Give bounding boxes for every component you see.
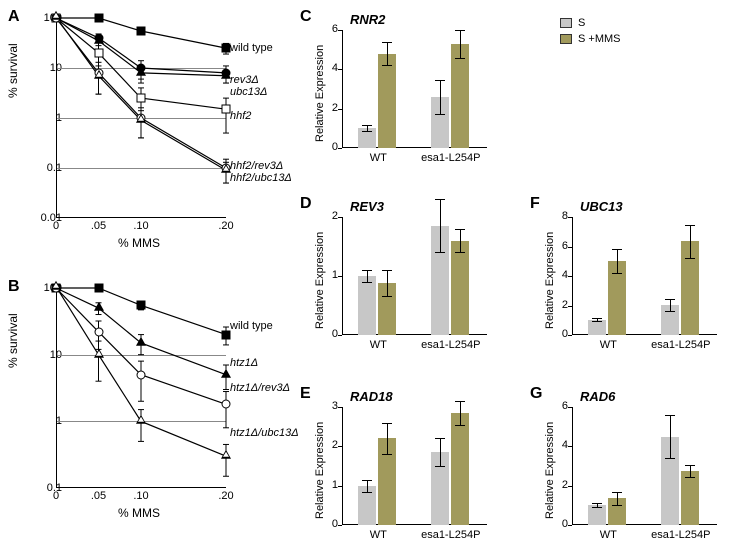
y-tick: 0 [548,518,568,530]
y-axis-label: Relative Expression [544,232,556,329]
series-label: rev3Δ [230,74,259,86]
panel-G: GRAD60246Relative ExpressionWTesa1-L254P [530,385,735,550]
y-tick: 8 [548,210,568,222]
panel-F: FUBC1302468Relative ExpressionWTesa1-L25… [530,195,735,360]
marker [94,48,103,57]
marker [51,11,61,20]
panel-label: E [300,385,311,403]
x-tick: esa1-L254P [416,529,486,541]
series-lines [56,288,226,488]
marker [136,337,146,346]
y-axis-label: % survival [6,43,20,98]
y-tick: 0 [548,328,568,340]
panel-label: B [8,278,20,296]
legend-label-s: S [578,17,585,29]
x-tick: 0 [44,490,68,502]
series-label: hhf2/rev3Δ [230,160,283,172]
marker [137,301,146,310]
marker [136,67,146,76]
x-axis-label: % MMS [118,236,160,250]
y-tick: 6 [548,400,568,412]
y-axis-label: Relative Expression [544,422,556,519]
marker [94,34,104,43]
series-label: htz1Δ [230,357,258,369]
x-axis-label: % MMS [118,506,160,520]
x-tick: .05 [87,490,111,502]
y-axis-label: Relative Expression [314,422,326,519]
x-tick: esa1-L254P [646,529,716,541]
marker [136,114,146,123]
x-tick: esa1-L254P [416,339,486,351]
series-label: htz1Δ/ubc13Δ [230,427,299,439]
series-label: hhf2 [230,110,251,122]
bar-smms [451,44,469,148]
bar-smms [378,54,396,148]
panel-E: ERAD180123Relative ExpressionWTesa1-L254… [300,385,505,550]
marker [221,69,231,78]
y-tick: 3 [318,400,338,412]
x-tick: 0 [44,220,68,232]
marker [94,14,103,23]
legend-swatch-smms [560,34,572,44]
series-label: wild type [230,42,273,54]
series-label: wild type [230,320,273,332]
x-tick: .10 [129,220,153,232]
x-tick: .20 [214,220,238,232]
y-tick: 6 [318,23,338,35]
marker [136,415,146,424]
series-label: htz1Δ/rev3Δ [230,382,290,394]
x-tick: .05 [87,220,111,232]
x-tick: .20 [214,490,238,502]
marker [94,284,103,293]
legend-label-smms: S +MMS [578,33,620,45]
marker [137,370,146,379]
marker [94,302,104,311]
marker [94,69,104,78]
y-tick: 0 [318,328,338,340]
marker [137,94,146,103]
marker [94,327,103,336]
series-label: ubc13Δ [230,86,267,98]
legend-swatch-s [560,18,572,28]
panel-label: G [530,385,542,403]
panel-D: DREV3012Relative ExpressionWTesa1-L254P [300,195,505,360]
gene-title: UBC13 [580,199,623,214]
panel-label: F [530,195,540,213]
bar-smms [681,471,699,525]
marker [51,280,61,289]
y-tick: 2 [318,210,338,222]
x-tick: esa1-L254P [646,339,716,351]
panel-label: A [8,8,20,26]
x-tick: WT [343,529,413,541]
x-tick: esa1-L254P [416,152,486,164]
panel-label: D [300,195,312,213]
series-label: hhf2/ubc13Δ [230,172,292,184]
gene-title: REV3 [350,199,384,214]
gene-title: RNR2 [350,12,385,27]
bar-smms [451,241,469,335]
gene-title: RAD18 [350,389,393,404]
y-axis-label: Relative Expression [314,232,326,329]
panel-A: A1001010.10.010.05.10.20% survival% MMSw… [8,8,288,253]
y-tick: 0 [318,141,338,153]
x-tick: WT [343,339,413,351]
marker [221,450,231,459]
marker [137,26,146,35]
x-tick: WT [573,339,643,351]
x-tick: WT [343,152,413,164]
x-tick: .10 [129,490,153,502]
y-axis-label: % survival [6,313,20,368]
panel-label: C [300,8,312,26]
y-axis-label: Relative Expression [314,45,326,142]
bar-smms [451,413,469,525]
panel-C: CRNR20246Relative ExpressionWTesa1-L254P [300,8,505,173]
marker [222,400,231,409]
marker [94,348,104,357]
panel-B: B1001010.10.05.10.20% survival% MMSwild … [8,278,288,523]
bar-s [358,276,376,335]
y-tick: 0 [318,518,338,530]
x-tick: WT [573,529,643,541]
gene-title: RAD6 [580,389,615,404]
marker [221,368,231,377]
